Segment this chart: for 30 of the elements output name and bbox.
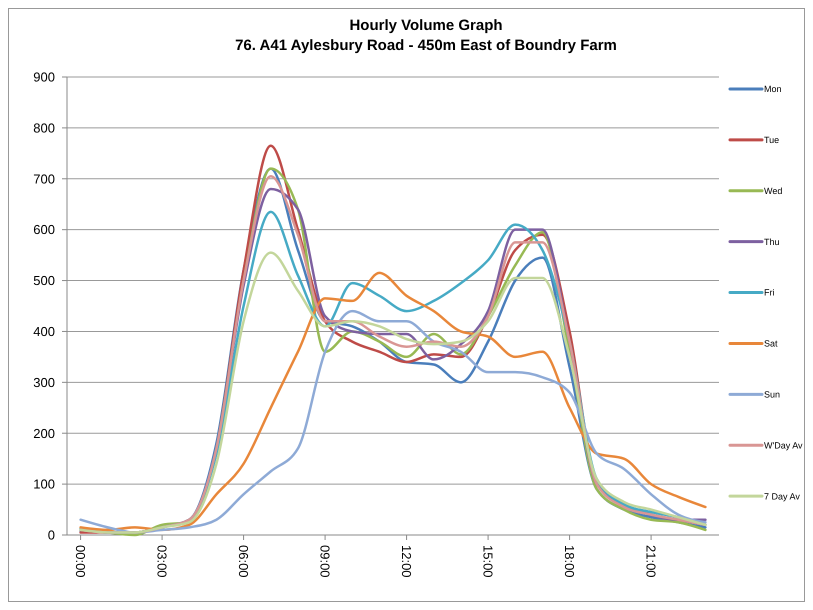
legend-label: Wed [764,186,782,196]
chart-title: Hourly Volume Graph [349,17,503,34]
y-tick-label: 800 [33,120,55,136]
legend-label: Fri [764,288,774,298]
y-tick-label: 0 [48,528,55,543]
x-tick-label: 21:00 [644,545,659,578]
legend-label: Tue [764,135,780,146]
chart-subtitle: 76. A41 Aylesbury Road - 450m East of Boundry Farm [235,37,617,54]
x-tick-label: 03:00 [154,545,170,578]
x-tick-label: 12:00 [399,545,414,578]
legend-label: Sun [764,389,780,400]
legend-label: Thu [764,236,780,247]
y-tick-label: 100 [33,476,55,492]
x-tick-label: 15:00 [480,545,496,578]
y-tick-label: 300 [33,374,55,390]
line-series [79,310,707,534]
y-tick-label: 700 [33,171,55,186]
legend-label: Sat [764,338,778,349]
y-tick-label: 200 [33,426,55,441]
x-tick-label: 06:00 [236,545,252,578]
x-tick-label: 00:00 [73,545,88,578]
y-tick-label: 900 [33,70,55,85]
legend-label: W'Day Av [764,440,804,450]
y-tick-label: 400 [33,324,55,339]
x-tick-label: 18:00 [562,545,578,578]
y-tick-label: 500 [33,273,55,288]
x-tick-label: 09:00 [318,545,333,578]
legend-label: Mon [764,84,782,94]
legend-label: 7 Day Av [764,491,800,502]
y-tick-label: 600 [33,222,55,238]
